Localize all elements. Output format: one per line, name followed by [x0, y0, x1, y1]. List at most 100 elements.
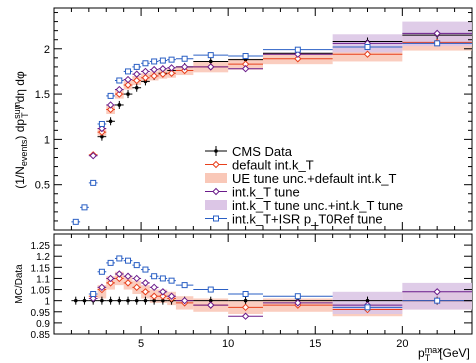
main-series-3-point-9 — [151, 58, 158, 65]
main-series-0-point-4 — [108, 119, 113, 124]
legend-label-4: int.k_T tune unc.+int.k_T tune — [232, 198, 403, 213]
main-series-1-point-7 — [133, 76, 141, 85]
ratio-series-0-point-6 — [126, 298, 130, 303]
ratio-series-2-point-5 — [115, 270, 124, 278]
ratio-series-3-point-4 — [107, 259, 114, 266]
band-1-bin-17 — [402, 282, 472, 310]
main-series-0-point-7 — [134, 85, 139, 90]
ratio-series-2-point-12 — [180, 296, 189, 305]
main-series — [71, 29, 472, 225]
main-series-3-point-12 — [181, 55, 188, 62]
ratio-series-3-point-2 — [90, 291, 97, 297]
main-series-2-point-9 — [150, 65, 158, 74]
y-axis-label-main: (1/Nevents) dpsumT / dη dφ — [12, 71, 30, 189]
ratio-ytick-label-1: 0.9 — [36, 319, 50, 330]
main-series-3-point-13 — [207, 52, 214, 59]
ratio-series-1-point-9 — [150, 292, 158, 300]
ratio-ytick-label-2: 0.95 — [31, 308, 51, 319]
main-series-1-point-5 — [115, 90, 124, 98]
main-series-3-point-1 — [81, 204, 88, 211]
ratio-series-2-point-7 — [133, 274, 141, 283]
ratio-series-3-point-10 — [159, 275, 166, 282]
main-series-3-point-2 — [90, 179, 97, 186]
ratio-series-2-point-17 — [433, 288, 441, 296]
ratio-ytick-label-6: 1.15 — [31, 263, 51, 274]
main-series-1-point-15 — [294, 55, 302, 63]
legend-marker-3 — [212, 187, 220, 196]
ratio-series-3-point-16 — [364, 304, 371, 311]
main-series-1-point-9 — [150, 72, 158, 80]
main-series-0-point-3 — [100, 134, 104, 139]
y-axis-label-prefix: (1/N — [13, 166, 27, 189]
main-series-1-point-8 — [141, 74, 150, 82]
main-series-2-point-2 — [89, 151, 97, 160]
ratio-series-2-point-11 — [167, 292, 176, 300]
main-axis-ticks: 0.5 1 1.5 2 — [35, 8, 472, 230]
main-ytick-label-2: 1.5 — [35, 89, 50, 101]
main-series-3-point-10 — [159, 57, 166, 64]
main-series-0-point-6 — [126, 92, 130, 96]
main-series-2-point-4 — [106, 101, 115, 109]
ratio-series-2-point-10 — [159, 288, 167, 296]
ratio-series-1-point-14 — [241, 303, 250, 312]
main-series-3-point-11 — [168, 56, 175, 63]
y-axis-label-sub: events — [19, 139, 29, 166]
ratio-ytick-label-7: 1.2 — [36, 252, 50, 263]
legend-label-3: int.k_T tune — [232, 185, 300, 200]
ratio-series-1-point-8 — [141, 288, 150, 296]
legend-swatch-4 — [205, 200, 227, 210]
main-series-3-point-0 — [72, 218, 79, 225]
legend-marker-1 — [212, 160, 220, 169]
ratio-series-0-point-10 — [161, 298, 165, 303]
ratio-series-3-point-13 — [207, 286, 214, 293]
ratio-series-0-point-13 — [208, 298, 213, 303]
legend-label-1: default int.k_T — [232, 158, 314, 173]
ratio-series-0-point-1 — [82, 298, 87, 303]
main-series-3-point-16 — [364, 43, 371, 50]
ratio-ytick-label-5: 1.1 — [36, 274, 50, 285]
main-series-1-point-16 — [363, 50, 372, 58]
ratio-ytick-label-8: 1.25 — [31, 241, 51, 252]
ratio-series-3-point-12 — [181, 282, 188, 289]
main-series-1-point-6 — [124, 81, 132, 89]
ratio-series-0-point-0 — [73, 298, 78, 303]
main-ytick-label-3: 2 — [44, 44, 50, 56]
main-series-0-point-5 — [117, 103, 122, 107]
ratio-ytick-label-4: 1.05 — [31, 286, 51, 297]
legend-label-2: UE tune unc.+default int.k_T — [232, 171, 396, 186]
ratio-xtick-label-3: 20 — [396, 338, 408, 350]
main-series-2-point-17 — [433, 29, 441, 38]
ratio-series-1-point-7 — [133, 283, 141, 292]
ratio-series-2-point-9 — [150, 283, 158, 292]
ratio-series-1-point-10 — [159, 292, 167, 300]
main-series-3-point-4 — [107, 92, 114, 99]
main-series-1-point-10 — [159, 70, 167, 78]
main-series-2-point-5 — [115, 85, 124, 94]
ratio-series — [71, 255, 472, 320]
ratio-series-2-point-4 — [106, 274, 115, 283]
ratio-series-3-point-11 — [168, 277, 175, 284]
svg-text:MC/Data: MC/Data — [14, 264, 25, 304]
ratio-series-0-point-14 — [243, 298, 248, 303]
ratio-series-0-point-16 — [365, 298, 370, 303]
ratio-series-0-point-9 — [152, 298, 156, 303]
ratio-series-3-point-14 — [242, 291, 249, 297]
ratio-series-3-point-8 — [142, 266, 149, 273]
legend-marker-0 — [214, 149, 218, 153]
main-series-2-point-12 — [180, 63, 189, 71]
main-series-1-point-4 — [106, 105, 115, 114]
ratio-xtick-label-1: 10 — [222, 338, 234, 350]
main-series-3-point-7 — [133, 63, 140, 70]
ratio-series-3-point-5 — [116, 255, 123, 262]
ratio-xtick-label-2: 15 — [309, 338, 321, 350]
ratio-series-2-point-15 — [294, 299, 302, 307]
legend-swatch-2 — [205, 173, 227, 183]
main-series-3-point-5 — [116, 77, 123, 84]
ratio-series-0-point-4 — [108, 298, 113, 303]
ratio-series-1-point-6 — [124, 279, 132, 287]
ratio-xtick-label-0: 5 — [138, 338, 144, 350]
main-series-0-point-13 — [208, 59, 213, 64]
